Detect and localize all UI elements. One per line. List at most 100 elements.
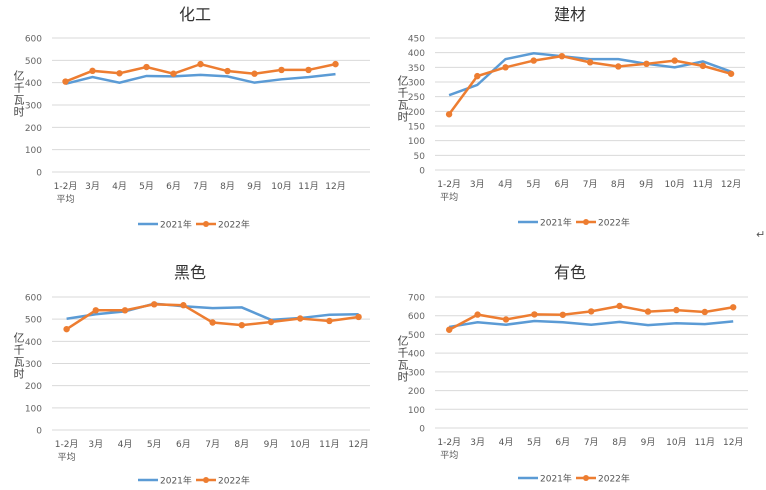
x-tick-label: 12月: [723, 437, 743, 448]
y-tick-label: 0: [36, 427, 42, 437]
y-tick-label: 0: [419, 425, 425, 435]
data-point: [197, 60, 204, 68]
x-tick-label: 5月: [527, 437, 542, 448]
data-point: [116, 70, 123, 77]
x-tick-label: 6月: [555, 179, 570, 190]
x-tick-label: 9月: [264, 439, 279, 450]
x-tick-label: 11月: [298, 181, 318, 192]
x-tick-label: 11月: [693, 179, 713, 190]
y-tick-label: 300: [408, 79, 425, 89]
data-point: [615, 63, 622, 70]
y-tick-label: 450: [408, 35, 425, 45]
y-tick-label: 250: [408, 93, 425, 103]
y-tick-label: 500: [408, 331, 425, 341]
data-point: [143, 63, 150, 71]
x-tick-label: 8月: [220, 181, 235, 192]
data-point: [502, 64, 509, 71]
data-point: [121, 307, 129, 314]
data-point: [251, 70, 258, 77]
data-point: [586, 59, 594, 66]
data-point: [332, 60, 339, 68]
x-tick-label: 5月: [147, 439, 162, 450]
x-tick-label: 5月: [526, 179, 541, 190]
x-tick-label: 7月: [193, 181, 208, 192]
chart-title: 化工: [179, 5, 211, 24]
legend-label: 2021年: [160, 475, 192, 487]
data-point: [701, 308, 708, 316]
x-tick-label: 4月: [118, 439, 133, 450]
legend-marker: [203, 221, 209, 227]
x-tick-label: 12月: [721, 179, 741, 190]
x-tick-label: 7月: [584, 437, 599, 448]
y-tick-label: 100: [408, 137, 425, 147]
legend-marker: [583, 219, 589, 225]
y-tick-label: 200: [408, 387, 425, 397]
data-point: [267, 318, 275, 326]
x-tick-label: 4月: [499, 437, 514, 448]
legend-label: 2021年: [540, 217, 572, 229]
y-tick-label: 300: [25, 360, 42, 370]
y-tick-label: 400: [408, 49, 425, 59]
data-point: [92, 307, 100, 314]
data-point: [671, 57, 678, 64]
x-tick-label: 8月: [234, 439, 249, 450]
chart-title: 有色: [554, 263, 586, 282]
data-point: [209, 319, 216, 326]
data-point: [445, 111, 453, 118]
y-tick-label: 400: [25, 338, 42, 348]
y-tick-label: 400: [25, 79, 42, 89]
y-tick-label: 600: [408, 312, 425, 322]
legend-label: 2022年: [218, 475, 250, 487]
x-tick-label: 平均: [440, 191, 458, 203]
x-tick-label: 9月: [639, 179, 654, 190]
y-tick-label: 200: [25, 382, 42, 392]
x-tick-label: 3月: [85, 181, 100, 192]
x-tick-label: 9月: [641, 437, 656, 448]
x-tick-label: 3月: [88, 439, 103, 450]
y-tick-label: 0: [36, 169, 42, 179]
y-tick-label: 300: [25, 102, 42, 112]
x-tick-label: 7月: [205, 439, 220, 450]
series-line-2021年: [448, 319, 734, 329]
data-point: [474, 72, 481, 80]
y-tick-label: 100: [408, 406, 425, 416]
x-tick-label: 6月: [176, 439, 191, 450]
x-tick-label: 平均: [440, 449, 458, 461]
x-tick-label: 4月: [498, 179, 513, 190]
series-line-2021年: [448, 51, 732, 97]
data-point: [616, 302, 623, 310]
series-line-2021年: [66, 302, 359, 322]
y-tick-label: 100: [25, 146, 42, 156]
data-point: [62, 78, 69, 85]
x-tick-label: 3月: [470, 179, 485, 190]
x-tick-label: 平均: [58, 451, 76, 463]
data-point: [558, 52, 566, 60]
y-axis-label: 亿千瓦时: [12, 70, 25, 118]
y-tick-label: 200: [25, 124, 42, 134]
legend-marker: [203, 477, 209, 483]
y-tick-label: 300: [408, 368, 425, 378]
x-tick-label: 4月: [112, 181, 127, 192]
x-tick-label: 10月: [664, 179, 684, 190]
y-tick-label: 200: [408, 108, 425, 118]
data-point: [531, 311, 538, 318]
x-tick-label: 1-2月: [437, 179, 461, 190]
data-point: [180, 302, 187, 309]
legend-label: 2022年: [598, 473, 630, 485]
data-point: [89, 67, 96, 75]
x-tick-label: 6月: [166, 181, 181, 192]
legend-label: 2021年: [160, 219, 192, 231]
data-point: [730, 304, 737, 311]
x-tick-label: 7月: [583, 179, 598, 190]
x-tick-label: 11月: [319, 439, 339, 450]
x-tick-label: 1-2月: [55, 439, 79, 450]
y-tick-label: 100: [25, 404, 42, 414]
x-tick-label: 1-2月: [54, 181, 78, 192]
data-point: [224, 67, 231, 75]
data-point: [559, 311, 566, 318]
y-tick-label: 700: [408, 294, 425, 304]
